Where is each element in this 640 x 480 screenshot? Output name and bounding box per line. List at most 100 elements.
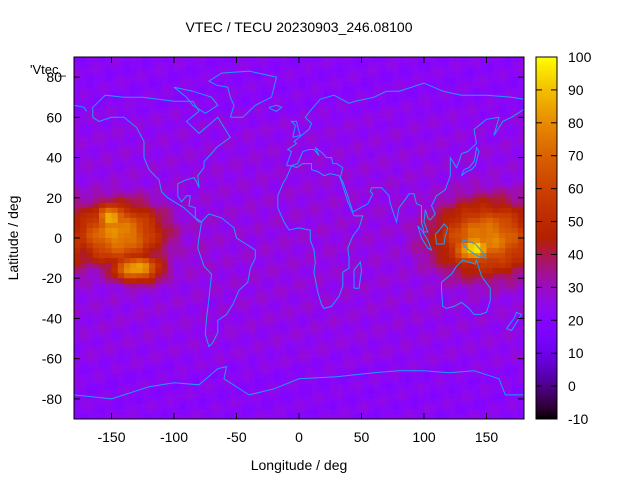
heatmap-cell (74, 373, 81, 380)
heatmap-cell (255, 87, 263, 93)
heatmap-cell (267, 97, 275, 103)
heatmap-cell (180, 102, 188, 108)
heatmap-cell (461, 232, 469, 239)
heatmap-cell (424, 177, 431, 184)
heatmap-cell (149, 142, 156, 149)
heatmap-cell (392, 348, 400, 355)
heatmap-cell (474, 343, 481, 350)
heatmap-cell (392, 283, 400, 289)
heatmap-cell (117, 253, 125, 259)
heatmap-cell (392, 338, 400, 345)
heatmap-cell (99, 147, 106, 154)
heatmap-cell (111, 192, 119, 199)
heatmap-cell (317, 97, 325, 103)
heatmap-cell (80, 192, 88, 199)
heatmap-cell (124, 378, 131, 385)
heatmap-cell (149, 238, 156, 244)
heatmap-cell (136, 192, 144, 199)
heatmap-cell (461, 132, 469, 139)
heatmap-cell (392, 107, 400, 113)
heatmap-cell (305, 217, 313, 224)
heatmap-cell (249, 127, 256, 134)
heatmap-cell (267, 212, 275, 219)
heatmap-cell (167, 137, 175, 144)
heatmap-cell (474, 388, 481, 395)
heatmap-cell (361, 268, 369, 274)
heatmap-cell (436, 398, 444, 405)
heatmap-cell (242, 232, 250, 239)
heatmap-cell (205, 263, 213, 269)
heatmap-cell (149, 243, 156, 249)
heatmap-cell (274, 127, 281, 134)
heatmap-cell (449, 57, 456, 63)
heatmap-cell (136, 197, 144, 204)
heatmap-cell (299, 107, 306, 113)
heatmap-cell (180, 122, 188, 128)
heatmap-cell (461, 328, 469, 335)
heatmap-cell (155, 187, 163, 194)
heatmap-cell (374, 102, 381, 108)
heatmap-cell (199, 112, 206, 118)
heatmap-cell (330, 278, 338, 284)
heatmap-cell (217, 393, 225, 400)
heatmap-cell (349, 152, 356, 159)
heatmap-cell (124, 82, 131, 88)
heatmap-cell (274, 122, 281, 128)
heatmap-cell (380, 67, 388, 73)
heatmap-cell (436, 353, 444, 360)
heatmap-cell (355, 127, 363, 134)
heatmap-cell (280, 77, 288, 83)
heatmap-cell (349, 122, 356, 128)
heatmap-cell (211, 283, 219, 289)
heatmap-cell (330, 152, 338, 159)
heatmap-cell (436, 333, 444, 340)
heatmap-cell (86, 202, 94, 209)
heatmap-cell (161, 102, 169, 108)
heatmap-cell (211, 222, 219, 229)
heatmap-cell (405, 67, 413, 73)
heatmap-cell (411, 333, 419, 340)
heatmap-cell (461, 278, 469, 284)
heatmap-cell (405, 112, 413, 118)
heatmap-cell (367, 182, 375, 189)
heatmap-cell (242, 313, 250, 320)
heatmap-cell (392, 187, 400, 194)
heatmap-cell (130, 338, 138, 345)
heatmap-cell (317, 197, 325, 204)
heatmap-cell (249, 207, 256, 214)
heatmap-cell (380, 202, 388, 209)
heatmap-cell (417, 177, 425, 184)
heatmap-cell (142, 253, 150, 259)
heatmap-cell (455, 313, 463, 320)
heatmap-cell (430, 142, 438, 149)
heatmap-cell (311, 373, 319, 380)
heatmap-cell (511, 363, 519, 370)
heatmap-cell (224, 313, 231, 320)
heatmap-cell (205, 348, 213, 355)
heatmap-cell (267, 232, 275, 239)
heatmap-cell (442, 147, 450, 154)
heatmap-cell (380, 318, 388, 325)
heatmap-cell (311, 288, 319, 294)
heatmap-cell (280, 243, 288, 249)
heatmap-cell (86, 363, 94, 370)
heatmap-cell (417, 263, 425, 269)
heatmap-cell (186, 57, 194, 63)
heatmap-cell (205, 243, 213, 249)
heatmap-cell (105, 112, 113, 118)
heatmap-cell (236, 187, 244, 194)
heatmap-cell (149, 403, 156, 410)
heatmap-cell (474, 172, 481, 179)
heatmap-cell (155, 278, 163, 284)
heatmap-cell (74, 162, 81, 169)
heatmap-cell (499, 248, 506, 254)
heatmap-cell (267, 293, 275, 299)
heatmap-cell (261, 313, 269, 320)
heatmap-cell (99, 67, 106, 73)
heatmap-cell (111, 268, 119, 274)
heatmap-cell (124, 368, 131, 375)
heatmap-cell (224, 147, 231, 154)
heatmap-cell (74, 288, 81, 294)
heatmap-cell (74, 258, 81, 264)
heatmap-cell (449, 323, 456, 330)
